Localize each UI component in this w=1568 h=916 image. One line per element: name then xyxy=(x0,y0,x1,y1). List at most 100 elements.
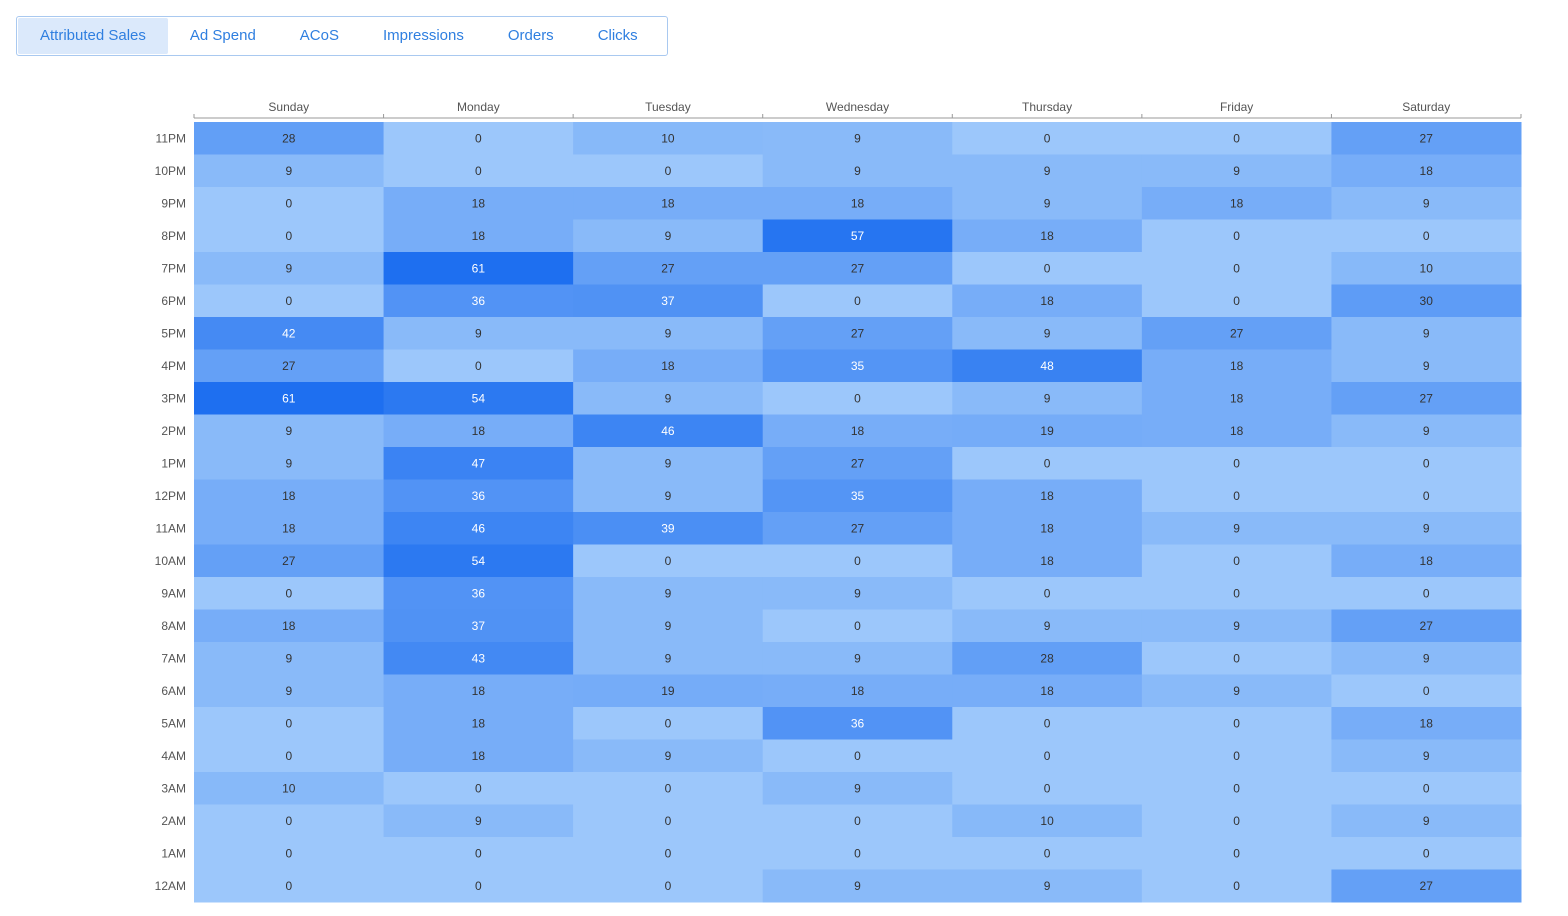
cell-label: 30 xyxy=(1420,294,1434,308)
cell-label: 0 xyxy=(475,846,482,860)
cell xyxy=(383,252,574,285)
cell xyxy=(952,349,1143,383)
cell xyxy=(952,252,1143,285)
cell-label: 61 xyxy=(282,391,296,405)
cell-label: 9 xyxy=(1044,326,1051,340)
y-tick-label: 10AM xyxy=(155,554,186,568)
cell-label: 28 xyxy=(282,131,296,145)
cell xyxy=(383,349,574,383)
cell-label: 54 xyxy=(472,554,486,568)
cell xyxy=(1331,479,1522,513)
cell xyxy=(383,382,574,415)
cell xyxy=(573,609,764,643)
cell xyxy=(383,414,574,448)
cell-label: 27 xyxy=(851,261,865,275)
cell-label: 9 xyxy=(854,781,861,795)
cell xyxy=(383,609,574,643)
cell-label: 27 xyxy=(851,521,865,535)
cell xyxy=(1331,252,1522,285)
tab[interactable]: Impressions xyxy=(382,27,464,44)
cell-label: 9 xyxy=(285,424,292,438)
cell xyxy=(573,869,764,903)
cell-label: 27 xyxy=(661,261,675,275)
cell xyxy=(952,317,1143,350)
cell xyxy=(573,154,764,188)
cell-label: 0 xyxy=(1423,846,1430,860)
cell-label: 28 xyxy=(1040,651,1054,665)
cell xyxy=(383,837,574,870)
tab[interactable]: Attributed Sales xyxy=(18,18,168,54)
tab[interactable]: ACoS xyxy=(299,27,339,44)
cell-label: 0 xyxy=(285,814,292,828)
cell-label: 18 xyxy=(1230,196,1244,210)
y-tick-label: 12AM xyxy=(155,879,186,893)
cell xyxy=(762,284,953,318)
y-tick-label: 7PM xyxy=(161,261,186,275)
cell xyxy=(383,447,574,480)
cell xyxy=(573,122,764,155)
cell xyxy=(762,772,953,805)
cell xyxy=(1331,447,1522,480)
cell xyxy=(952,479,1143,513)
tab[interactable]: Orders xyxy=(507,27,554,44)
cell-label: 27 xyxy=(282,554,296,568)
cell xyxy=(1331,772,1522,805)
cell-label: 18 xyxy=(472,229,486,243)
cell-label: 0 xyxy=(1044,781,1051,795)
cell xyxy=(762,512,953,545)
cell xyxy=(1141,674,1332,708)
tab[interactable]: Ad Spend xyxy=(189,27,256,44)
cell xyxy=(194,349,385,383)
cell xyxy=(194,252,385,285)
x-tick-label: Monday xyxy=(457,100,500,114)
cell xyxy=(383,122,574,155)
cell-label: 18 xyxy=(1420,716,1434,730)
cell-label: 0 xyxy=(1044,586,1051,600)
cell-label: 0 xyxy=(1233,489,1240,503)
cell-label: 18 xyxy=(851,684,865,698)
cell-label: 43 xyxy=(472,651,486,665)
cell xyxy=(952,674,1143,708)
cell xyxy=(1331,609,1522,643)
cell xyxy=(762,382,953,415)
y-tick-label: 4PM xyxy=(161,359,186,373)
cell xyxy=(194,479,385,513)
cell xyxy=(1141,447,1332,480)
cell xyxy=(383,479,574,513)
cell xyxy=(1141,382,1332,415)
y-tick-label: 9AM xyxy=(161,586,186,600)
cell xyxy=(194,772,385,805)
cell xyxy=(762,447,953,480)
cell xyxy=(194,674,385,708)
tab[interactable]: Clicks xyxy=(597,27,638,44)
cell xyxy=(1141,512,1332,545)
cell xyxy=(1141,609,1332,643)
cell xyxy=(1141,284,1332,318)
cell-label: 18 xyxy=(1040,229,1054,243)
cell xyxy=(573,252,764,285)
cell-label: 9 xyxy=(1233,684,1240,698)
cell xyxy=(383,317,574,350)
cell xyxy=(194,154,385,188)
cell-label: 9 xyxy=(1044,879,1051,893)
cell-label: 37 xyxy=(472,619,486,633)
y-tick-label: 5PM xyxy=(161,326,186,340)
cell xyxy=(1331,674,1522,708)
cell-label: 0 xyxy=(285,749,292,763)
cell-label: 9 xyxy=(1044,619,1051,633)
cell xyxy=(1141,869,1332,903)
cell xyxy=(194,447,385,480)
cell-label: 0 xyxy=(1233,716,1240,730)
cell xyxy=(1141,154,1332,188)
cell-label: 61 xyxy=(472,261,486,275)
cell-label: 39 xyxy=(661,521,675,535)
cell xyxy=(762,317,953,350)
cell-label: 18 xyxy=(851,196,865,210)
cell-label: 18 xyxy=(282,521,296,535)
cell-label: 9 xyxy=(1423,196,1430,210)
cell-label: 0 xyxy=(1233,651,1240,665)
cell-label: 18 xyxy=(1040,684,1054,698)
cell xyxy=(383,674,574,708)
cell-label: 36 xyxy=(472,489,486,503)
cell xyxy=(952,577,1143,610)
